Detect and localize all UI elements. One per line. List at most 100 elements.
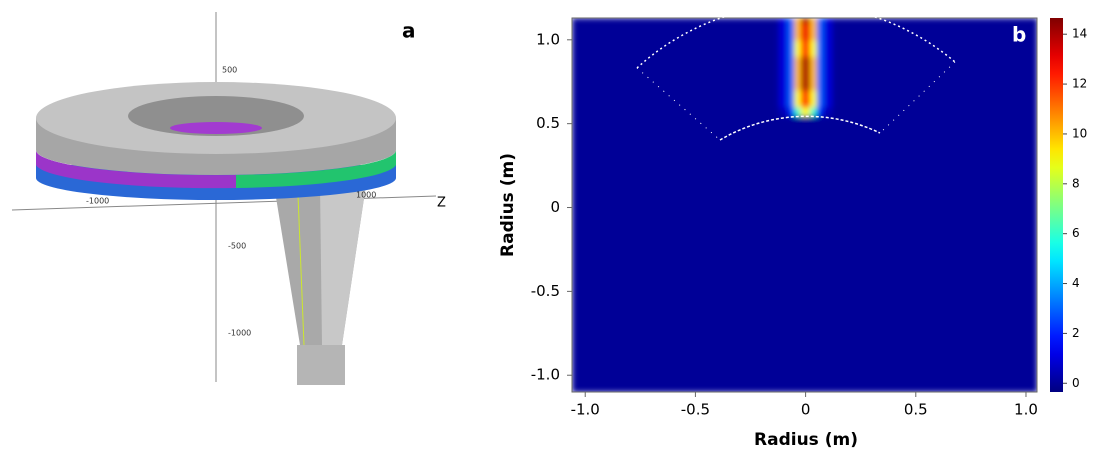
y-tick-label: 0	[550, 198, 560, 216]
heat-cell	[823, 107, 832, 116]
heat-cell	[823, 40, 832, 57]
x-tick-label: 0.5	[904, 401, 928, 419]
colorbar	[1050, 18, 1063, 392]
pedestal-base	[297, 345, 345, 385]
axis-name: Z	[437, 196, 446, 211]
heat-cell	[788, 18, 795, 24]
heat-cell	[795, 23, 802, 40]
heat-cell	[801, 90, 810, 107]
panel-label: a	[402, 19, 416, 43]
heat-cell	[810, 57, 817, 74]
x-tick-label: 0	[801, 401, 811, 419]
x-axis-label: Radius (m)	[754, 430, 858, 450]
heat-cell	[779, 73, 788, 90]
heat-cell	[810, 18, 817, 24]
heat-cell	[801, 73, 810, 90]
heat-cell	[572, 115, 780, 392]
colorbar-tick-label: 6	[1072, 226, 1080, 240]
heat-cell	[779, 90, 788, 107]
y-tick-label: 1.0	[536, 30, 560, 48]
heat-cell	[795, 107, 802, 116]
heat-cell	[810, 90, 817, 107]
heat-cell	[810, 23, 817, 40]
heat-cell	[779, 40, 788, 57]
axis-tick-label: -1000	[86, 197, 109, 206]
heat-cell	[817, 90, 824, 107]
colorbar-tick-label: 2	[1072, 326, 1080, 340]
heat-cell	[823, 90, 832, 107]
heat-cell	[810, 107, 817, 116]
heat-cell	[795, 73, 802, 90]
heat-cell	[832, 115, 1037, 392]
heat-cell	[572, 57, 780, 74]
colorbar-tick-label: 4	[1072, 276, 1080, 290]
heat-cell	[832, 57, 1037, 74]
heat-cell	[801, 40, 810, 57]
colorbar-tick-label: 0	[1072, 376, 1080, 390]
panel-label: b	[1012, 23, 1026, 47]
heat-cell	[779, 18, 788, 24]
heat-cell	[817, 40, 824, 57]
colorbar-tick-label: 12	[1072, 77, 1087, 91]
axis-tick-label: -1000	[228, 329, 251, 338]
heat-cell	[832, 73, 1037, 90]
heat-cell	[823, 57, 832, 74]
heat-cell	[810, 73, 817, 90]
heat-cell	[823, 23, 832, 40]
heat-cell	[779, 115, 788, 392]
heat-cell	[788, 40, 795, 57]
heat-cell	[801, 57, 810, 74]
pedestal-face	[320, 185, 366, 345]
heat-cell	[572, 73, 780, 90]
heat-cell	[572, 90, 780, 107]
heat-cell	[572, 18, 780, 24]
heat-cell	[572, 107, 780, 116]
heat-cell	[823, 115, 832, 392]
colorbar-tick-label: 14	[1072, 27, 1087, 41]
heat-cell	[832, 40, 1037, 57]
heat-cell	[817, 57, 824, 74]
y-tick-label: -0.5	[531, 282, 560, 300]
axis-tick-label: -500	[228, 242, 246, 251]
heat-cell	[832, 90, 1037, 107]
heat-cell	[817, 107, 824, 116]
heat-cell	[795, 57, 802, 74]
axis-tick-label: 1000	[356, 191, 376, 200]
heat-cell	[788, 73, 795, 90]
heatmap	[572, 18, 1038, 393]
heat-cell	[788, 107, 795, 116]
heat-cell	[801, 115, 810, 392]
x-tick-label: -1.0	[571, 401, 600, 419]
heat-cell	[810, 40, 817, 57]
heat-cell	[788, 23, 795, 40]
heat-cell	[832, 18, 1037, 24]
heat-cell	[795, 40, 802, 57]
panel-a: 500 -500 -1000 -1000 1000 Z a	[12, 12, 446, 385]
heat-cell	[817, 18, 824, 24]
heat-cell	[817, 73, 824, 90]
y-axis-label: Radius (m)	[498, 153, 518, 257]
heat-cell	[832, 107, 1037, 116]
heat-cell	[810, 115, 817, 392]
colorbar-tick-label: 8	[1072, 176, 1080, 190]
colorbar-tick-label: 10	[1072, 126, 1087, 140]
heat-cell	[795, 90, 802, 107]
figure: 500 -500 -1000 -1000 1000 Z a Radius (m)…	[0, 0, 1098, 459]
heat-cell	[779, 23, 788, 40]
y-tick-label: 0.5	[536, 114, 560, 132]
ring-hole-floor	[170, 122, 262, 134]
heat-cell	[817, 23, 824, 40]
heat-cell	[801, 18, 810, 24]
heat-cell	[788, 90, 795, 107]
heat-cell	[795, 115, 802, 392]
heat-cell	[788, 115, 795, 392]
heat-cell	[832, 23, 1037, 40]
x-tick-label: 1.0	[1014, 401, 1038, 419]
heat-cell	[823, 73, 832, 90]
heat-cell	[817, 115, 824, 392]
heat-cell	[788, 57, 795, 74]
heat-cell	[779, 107, 788, 116]
heat-cell	[823, 18, 832, 24]
heat-cell	[801, 107, 810, 116]
heat-cell	[779, 57, 788, 74]
